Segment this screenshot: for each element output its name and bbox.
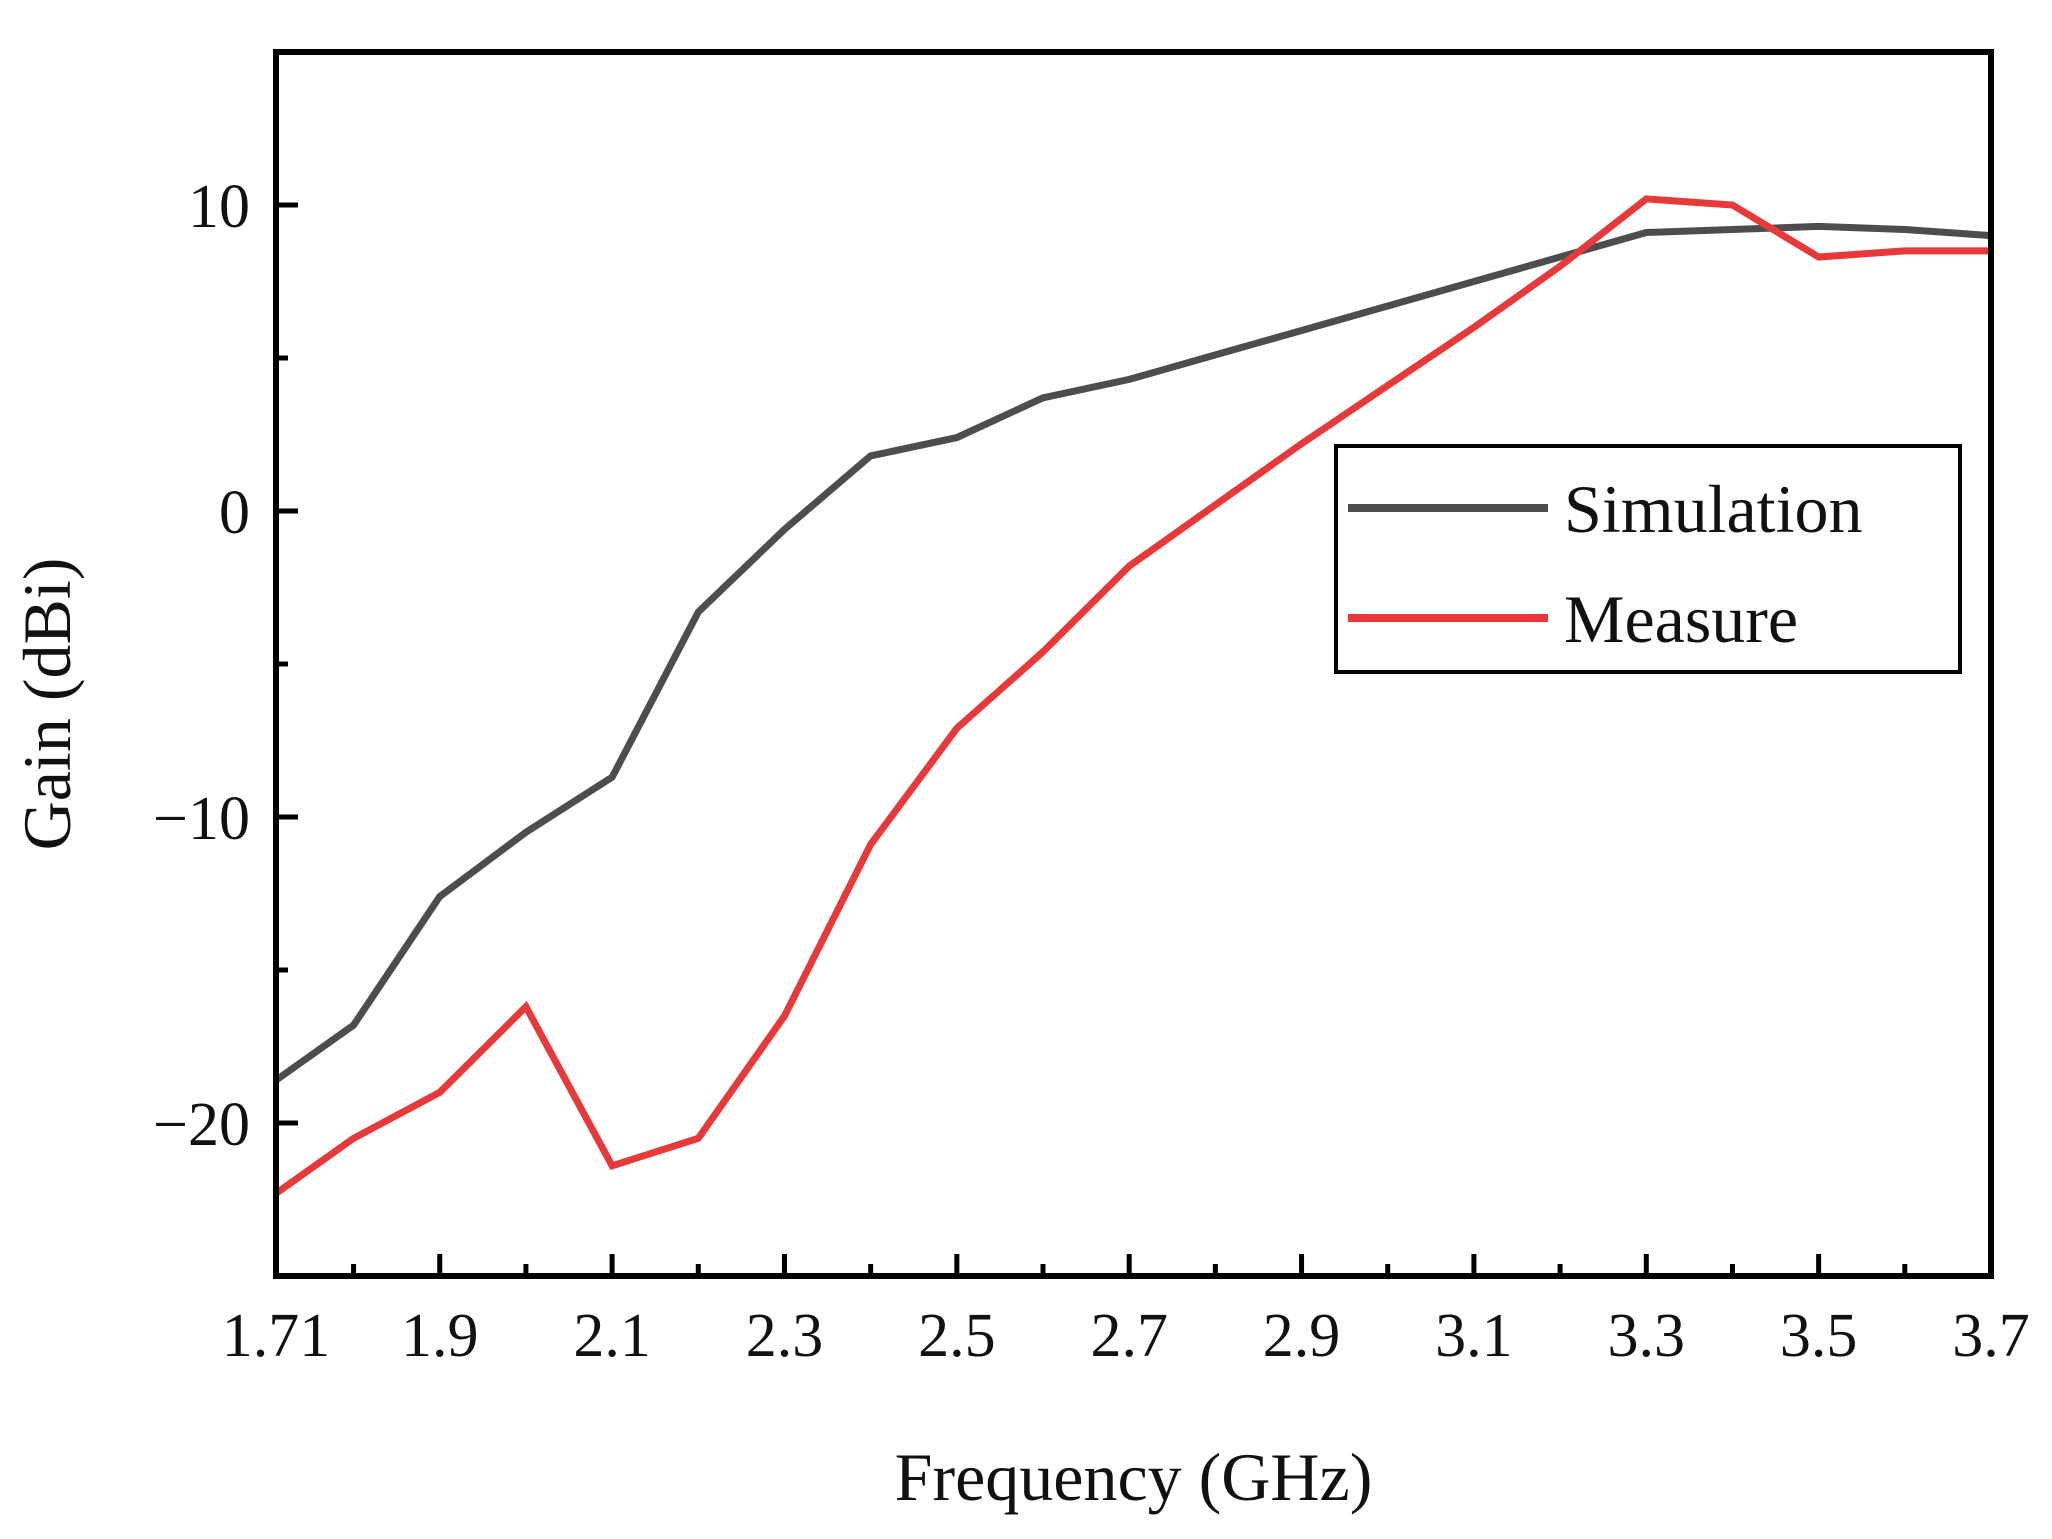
y-tick-label: −10 bbox=[153, 785, 250, 853]
series-line-simulation bbox=[273, 222, 1992, 1084]
y-tick-labels: −20 −10 0 10 bbox=[153, 173, 250, 1159]
plot-frame bbox=[273, 49, 1994, 1279]
x-tick-label: 1.71 bbox=[222, 1302, 331, 1370]
series-line-measure bbox=[273, 195, 1991, 1197]
y-tick-label: −20 bbox=[153, 1091, 250, 1159]
x-tick-label: 2.5 bbox=[918, 1302, 996, 1370]
x-tick-label: 2.1 bbox=[573, 1302, 651, 1370]
x-tick-label: 2.9 bbox=[1263, 1302, 1341, 1370]
x-tick-label: 3.3 bbox=[1608, 1302, 1686, 1370]
y-axis-title: Gain (dBi) bbox=[9, 558, 85, 851]
x-tick-label: 1.9 bbox=[401, 1302, 479, 1370]
x-tick-labels: 1.71 1.9 2.1 2.3 2.5 2.7 2.9 3.1 3.3 3.5 3.7 bbox=[222, 1302, 2030, 1370]
x-tick-label: 2.3 bbox=[746, 1302, 824, 1370]
legend-label-measure: Measure bbox=[1564, 581, 1798, 657]
series-lines bbox=[273, 195, 1992, 1197]
y-tick-label: 10 bbox=[188, 173, 250, 241]
x-tick-label: 3.1 bbox=[1435, 1302, 1513, 1370]
x-tick-label: 3.5 bbox=[1780, 1302, 1858, 1370]
x-tick-label: 2.7 bbox=[1090, 1302, 1168, 1370]
x-tick-label: 3.7 bbox=[1952, 1302, 2030, 1370]
major-ticks bbox=[273, 202, 1994, 1276]
legend-box bbox=[1334, 444, 1962, 674]
x-axis-title: Frequency (GHz) bbox=[895, 1439, 1373, 1515]
y-tick-label: 0 bbox=[219, 479, 250, 547]
legend-label-simulation: Simulation bbox=[1564, 471, 1862, 547]
legend: Simulation Measure bbox=[1334, 444, 1962, 674]
